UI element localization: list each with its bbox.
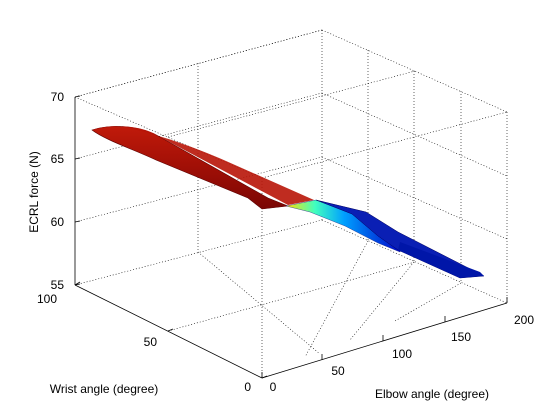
- x-tick-label: 200: [514, 313, 534, 327]
- z-tick-label: 65: [51, 152, 65, 166]
- axes-frame: [74, 97, 508, 379]
- z-tick-label: 55: [51, 278, 65, 292]
- x-tick-label: 100: [392, 347, 412, 361]
- z-tick-label: 70: [51, 90, 65, 104]
- box-gridlines: [74, 29, 508, 378]
- y-tick-label: 50: [144, 335, 158, 349]
- y-tick-label: 100: [37, 292, 57, 306]
- x-axis-label: Elbow angle (degree): [375, 387, 489, 401]
- x-tick-label: 0: [270, 380, 277, 394]
- x-tick-label: 50: [331, 364, 345, 378]
- z-axis-label: ECRL force (N): [27, 151, 41, 233]
- tick-marks: [74, 95, 508, 379]
- y-tick-labels: 100 50 0: [37, 292, 251, 394]
- x-tick-label: 150: [451, 330, 471, 344]
- x-tick-labels: 0 50 100 150 200: [270, 313, 535, 394]
- y-axis-label: Wrist angle (degree): [50, 382, 159, 396]
- y-tick-label: 0: [244, 380, 251, 394]
- z-tick-labels: 70 65 60 55: [51, 90, 65, 292]
- surface-red-top: [92, 126, 314, 205]
- z-tick-label: 60: [51, 215, 65, 229]
- surface-red-region: [91, 126, 289, 210]
- surface-blue-edge: [398, 242, 484, 278]
- force-surface: [91, 126, 485, 279]
